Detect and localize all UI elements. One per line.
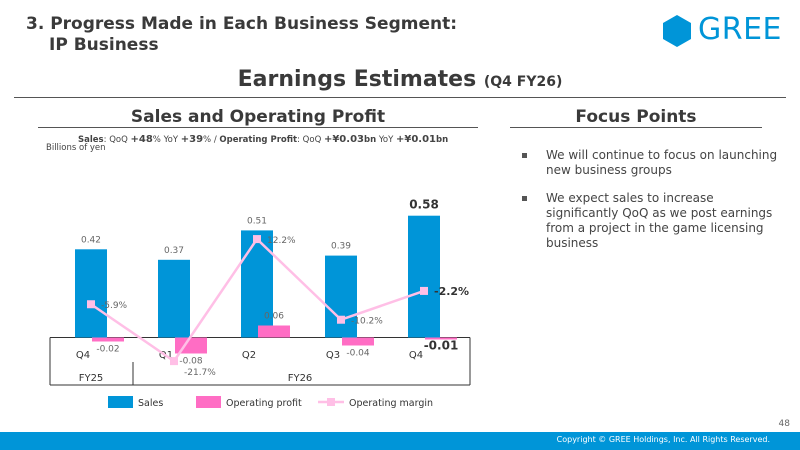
heading-rule — [14, 97, 786, 98]
page-heading: Earnings Estimates (Q4 FY26) — [0, 67, 800, 92]
summary-qoq-label: QoQ — [109, 135, 128, 145]
margin-point — [420, 286, 428, 295]
footer-bar: Copyright © GREE Holdings, Inc. All Righ… — [0, 432, 800, 450]
margin-point — [87, 300, 95, 309]
summary-op-qoq: +¥0.03 — [323, 134, 364, 145]
op-profit-bar — [92, 337, 124, 342]
sales-op-chart: 0.42-0.02Q40.37-0.08Q10.510.06Q20.39-0.0… — [49, 198, 471, 409]
sales-value-label: 0.42 — [81, 235, 101, 245]
focus-point: We will continue to focus on launching n… — [522, 148, 782, 178]
section-title-line2: IP Business — [49, 35, 159, 55]
sales-panel-rule — [38, 127, 478, 128]
summary-yoy-label: YoY — [163, 135, 179, 145]
square-bullet-icon — [522, 196, 527, 201]
op-profit-bar — [258, 325, 290, 338]
sales-bar — [158, 259, 190, 338]
legend-label-margin: Operating margin — [349, 398, 433, 409]
page-subtitle: (Q4 FY26) — [483, 74, 563, 90]
focus-point-text: We will continue to focus on launching n… — [546, 148, 778, 177]
sales-bar — [75, 249, 107, 338]
sales-panel-title: Sales and Operating Profit — [130, 107, 386, 127]
focus-point: We expect sales to increase significantl… — [522, 191, 782, 251]
summary-bn: bn — [363, 135, 377, 145]
unit-label: Billions of yen — [46, 143, 106, 153]
sales-value-label: 0.37 — [164, 246, 184, 256]
summary-op-label: Operating Profit — [219, 135, 298, 145]
sales-value-label: 0.58 — [409, 198, 439, 212]
margin-value-label: -5.9% — [101, 301, 128, 311]
logo-text: GREE — [698, 12, 783, 47]
legend-label-op: Operating profit — [226, 398, 302, 409]
page-title: Earnings Estimates — [237, 67, 477, 92]
copyright-text: Copyright © GREE Holdings, Inc. All Righ… — [556, 435, 770, 444]
summary-sales-label: Sales — [78, 135, 104, 145]
fy-label: FY26 — [288, 373, 313, 384]
legend-swatch-sales — [108, 396, 133, 408]
hexagon-logo-icon — [663, 15, 691, 47]
category-tick-label: Q3 — [326, 350, 340, 361]
margin-point — [170, 357, 178, 366]
category-tick-label: Q2 — [242, 350, 256, 361]
margin-value-label: -10.2% — [351, 317, 383, 327]
summary-sales-yoy: +39 — [180, 134, 204, 145]
margin-value-label: -21.7% — [184, 368, 216, 378]
page-number: 48 — [778, 419, 790, 429]
square-bullet-icon — [522, 153, 527, 158]
summary-line: Sales: QoQ +48% YoY +39% / Operating Pro… — [78, 134, 449, 145]
op-value-label: -0.08 — [179, 357, 203, 367]
focus-panel-title: Focus Points — [575, 107, 697, 127]
fy-label: FY25 — [79, 373, 104, 384]
focus-point-text: We expect sales to increase significantl… — [546, 191, 773, 250]
op-value-label: -0.01 — [424, 339, 459, 353]
sales-bar — [325, 255, 357, 338]
op-value-label: -0.04 — [346, 349, 370, 359]
summary-op-yoy: +¥0.01 — [396, 134, 437, 145]
summary-separator: / — [213, 135, 217, 145]
op-value-label: 0.06 — [264, 312, 284, 322]
margin-point — [253, 235, 261, 244]
legend-label-sales: Sales — [138, 398, 163, 409]
op-profit-bar — [342, 337, 374, 346]
summary-yoy-label-2: YoY — [378, 135, 394, 145]
summary-sales-qoq: +48 — [130, 134, 153, 145]
legend-swatch-op — [196, 396, 221, 408]
category-tick-label: Q4 — [76, 350, 90, 361]
section-title: 3. Progress Made in Each Business Segmen… — [26, 14, 457, 56]
sales-value-label: 0.51 — [247, 216, 267, 226]
gree-logo: GREE — [660, 12, 783, 47]
sales-value-label: 0.39 — [331, 242, 351, 252]
op-profit-bar — [425, 337, 457, 340]
op-value-label: -0.02 — [96, 345, 119, 355]
section-title-line1: 3. Progress Made in Each Business Segmen… — [26, 14, 458, 34]
category-tick-label: Q4 — [409, 350, 423, 361]
legend-marker-margin — [327, 398, 335, 406]
sales-bar — [408, 215, 440, 338]
summary-pct: % — [152, 135, 161, 145]
margin-value-label: 12.2% — [267, 236, 296, 246]
margin-value-label: -2.2% — [434, 285, 469, 298]
margin-point — [337, 315, 345, 324]
summary-bn-2: bn — [436, 135, 449, 145]
focus-panel-rule — [510, 127, 762, 128]
summary-qoq-label-2: QoQ — [302, 135, 322, 145]
summary-pct-2: % — [203, 135, 212, 145]
focus-points-list: We will continue to focus on launching n… — [522, 148, 782, 264]
